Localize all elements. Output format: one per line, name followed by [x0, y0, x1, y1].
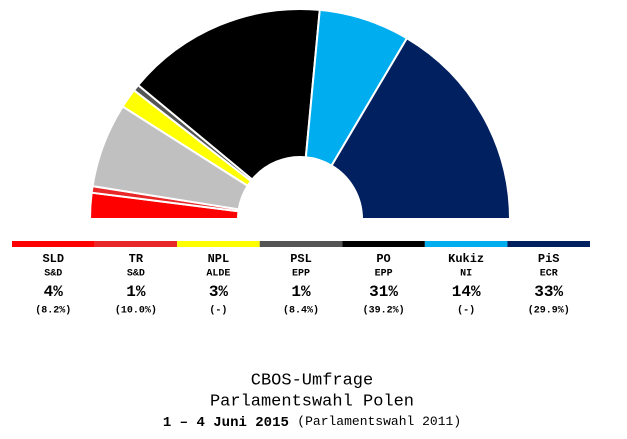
previous-result: (-)	[209, 305, 227, 317]
legend-name: PiS	[538, 252, 560, 266]
value-label: 4%	[44, 283, 64, 301]
value-label: 1%	[126, 283, 146, 301]
legend-swatch	[12, 241, 95, 247]
legend-group: NI	[460, 269, 472, 280]
date-range: 1 – 4 Juni 2015	[163, 415, 289, 431]
legend-group: ECR	[540, 269, 558, 280]
legend-name: PSL	[290, 252, 312, 266]
previous-result: (39.2%)	[363, 305, 405, 317]
legend-swatch	[424, 241, 508, 247]
value-label: 14%	[452, 283, 481, 301]
value-label: 1%	[291, 283, 311, 301]
previous-result: (-)	[457, 305, 475, 317]
legend-group: EPP	[375, 269, 393, 280]
legend-group: S&D	[44, 269, 62, 280]
chart-subtitle: Parlamentswahl Polen	[210, 392, 414, 411]
comparison-note: (Parlamentswahl 2011)	[297, 414, 461, 429]
legend-group: ALDE	[206, 269, 230, 280]
slice	[330, 36, 512, 220]
legend-group: EPP	[292, 269, 310, 280]
value-label: 33%	[534, 283, 563, 301]
value-label: 3%	[209, 283, 229, 301]
previous-result: (8.4%)	[283, 305, 319, 317]
legend-swatch	[507, 241, 590, 247]
legend-swatch	[342, 241, 425, 247]
legend-swatch	[177, 241, 260, 247]
value-label: 31%	[369, 283, 398, 301]
slice	[136, 8, 321, 181]
legend-swatch	[259, 241, 343, 247]
legend-name: Kukiz	[448, 252, 484, 266]
previous-result: (29.9%)	[528, 305, 570, 317]
legend-swatch	[94, 241, 178, 247]
chart-caption: 1 – 4 Juni 2015 (Parlamentswahl 2011)	[163, 414, 461, 430]
legend-group: S&D	[127, 269, 145, 280]
legend-name: NPL	[208, 252, 230, 266]
legend-name: SLD	[42, 252, 64, 266]
previous-result: (8.2%)	[35, 305, 71, 317]
previous-result: (10.0%)	[115, 305, 157, 317]
legend-name: PO	[376, 252, 390, 266]
chart-title: CBOS-Umfrage	[251, 371, 373, 390]
legend-name: TR	[129, 252, 144, 266]
